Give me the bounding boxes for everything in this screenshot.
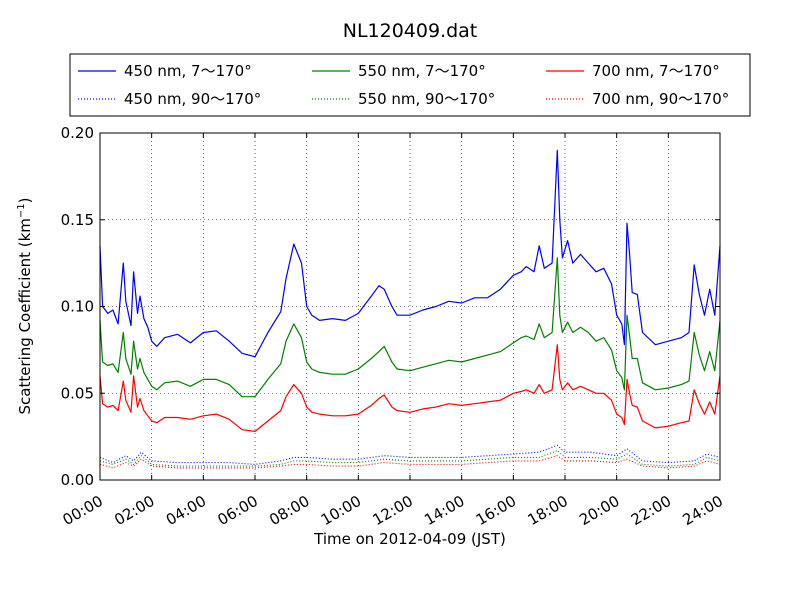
y-tick-label: 0.10 bbox=[61, 298, 94, 316]
legend-label: 550 nm, 90～170° bbox=[358, 90, 495, 108]
legend: 450 nm, 7～170° 550 nm, 7～170° 700 nm, 7～17… bbox=[69, 53, 751, 117]
y-tick-label: 0.20 bbox=[61, 124, 94, 142]
series-line bbox=[99, 149, 721, 358]
legend-label: 700 nm, 90～170° bbox=[592, 90, 729, 108]
x-axis-title: Time on 2012-04-09 (JST) bbox=[313, 530, 506, 548]
series-line bbox=[99, 444, 721, 465]
series-line bbox=[99, 344, 721, 432]
legend-label: 450 nm, 90～170° bbox=[124, 90, 261, 108]
legend-label: 550 nm, 7～170° bbox=[358, 62, 486, 80]
series-line bbox=[99, 449, 721, 467]
series-line bbox=[99, 257, 721, 398]
y-tick-label: 0.15 bbox=[61, 211, 94, 229]
legend-label: 450 nm, 7～170° bbox=[124, 62, 252, 80]
grid bbox=[100, 133, 720, 480]
chart-title: NL120409.dat bbox=[343, 20, 478, 42]
y-axis-title-close: ) bbox=[16, 197, 34, 203]
y-tick-label: 0.05 bbox=[61, 384, 94, 402]
y-axis-title: Scattering Coefficient (km−1) bbox=[16, 197, 34, 414]
y-tick-label: 0.00 bbox=[61, 471, 94, 489]
series-lines bbox=[99, 149, 721, 469]
legend-frame bbox=[69, 53, 751, 117]
y-axis-title-main: Scattering Coefficient (km bbox=[16, 218, 34, 414]
legend-label: 700 nm, 7～170° bbox=[592, 62, 720, 80]
y-axis-title-superscript: −1 bbox=[16, 203, 27, 218]
